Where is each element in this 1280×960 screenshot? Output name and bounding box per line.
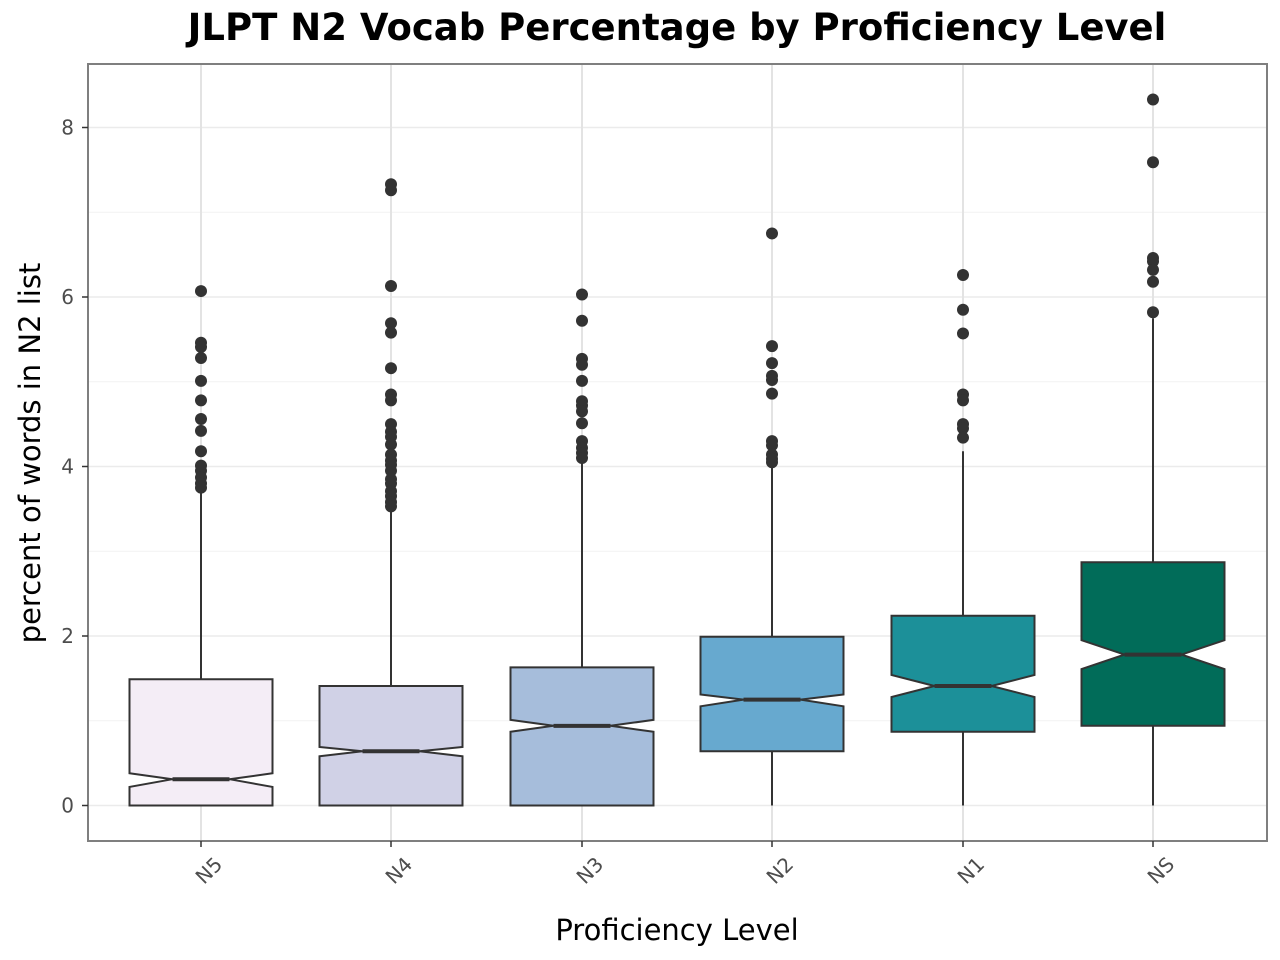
x-tick-label: N2: [762, 852, 799, 889]
y-axis-label: percent of words in N2 list: [13, 263, 47, 644]
outlier-point: [195, 374, 207, 387]
outlier-point: [1147, 93, 1159, 106]
y-tick-label: 6: [61, 285, 74, 309]
box-body: [318, 685, 464, 807]
x-tick-label: N5: [191, 852, 228, 889]
outlier-point: [1147, 255, 1159, 268]
chart-title: JLPT N2 Vocab Percentage by Proficiency …: [187, 6, 1167, 49]
x-tick-label: N3: [572, 852, 609, 889]
box-N2: [699, 227, 845, 806]
box-body: [890, 614, 1036, 733]
box-N4: [318, 178, 464, 807]
outlier-point: [766, 439, 778, 452]
outlier-point: [385, 184, 397, 197]
outlier-point: [957, 431, 969, 444]
outlier-point: [195, 424, 207, 437]
outlier-point: [195, 285, 207, 298]
outlier-point: [766, 374, 778, 387]
box-series: [128, 93, 1226, 807]
outlier-point: [195, 394, 207, 407]
y-tick-label: 4: [61, 455, 74, 479]
x-tick-label: N4: [381, 852, 418, 889]
outlier-point: [195, 445, 207, 458]
outlier-point: [957, 422, 969, 435]
outlier-point: [576, 358, 588, 371]
box-NS: [1080, 93, 1226, 806]
outlier-point: [957, 327, 969, 340]
outlier-point: [957, 394, 969, 407]
box-body: [509, 666, 655, 807]
outlier-point: [1147, 275, 1159, 288]
y-tick-label: 8: [61, 116, 74, 140]
outlier-point: [195, 481, 207, 494]
box-N3: [509, 288, 655, 807]
box-N1: [890, 268, 1036, 806]
plot-background: [88, 64, 1267, 841]
y-tick-label: 0: [61, 794, 74, 818]
outlier-point: [957, 303, 969, 316]
outlier-point: [195, 413, 207, 426]
y-tick-label: 2: [61, 624, 74, 648]
outlier-point: [195, 352, 207, 365]
outlier-point: [385, 394, 397, 407]
outlier-point: [385, 326, 397, 339]
outlier-point: [766, 227, 778, 240]
outlier-point: [576, 452, 588, 465]
box-body: [128, 678, 274, 807]
outlier-point: [576, 314, 588, 327]
outlier-point: [766, 340, 778, 353]
outlier-point: [576, 374, 588, 387]
x-tick-label: NS: [1143, 852, 1180, 889]
outlier-point: [1147, 156, 1159, 169]
box-N5: [128, 285, 274, 807]
box-body: [699, 635, 845, 753]
outlier-point: [576, 405, 588, 418]
outlier-point: [1147, 263, 1159, 276]
outlier-point: [1147, 306, 1159, 319]
box-body: [1080, 561, 1226, 727]
plot-border: [87, 63, 1268, 842]
outlier-point: [385, 317, 397, 330]
x-tick-label: N1: [953, 852, 990, 889]
outlier-point: [385, 464, 397, 477]
outlier-point: [385, 438, 397, 451]
outlier-point: [576, 288, 588, 301]
outlier-point: [385, 500, 397, 513]
outlier-point: [195, 341, 207, 354]
outlier-point: [576, 417, 588, 430]
outlier-point: [957, 268, 969, 281]
outlier-point: [766, 456, 778, 469]
x-axis-label: Proficiency Level: [555, 913, 798, 947]
outlier-point: [766, 357, 778, 370]
outlier-point: [385, 362, 397, 375]
outlier-point: [766, 387, 778, 400]
outlier-point: [385, 279, 397, 292]
